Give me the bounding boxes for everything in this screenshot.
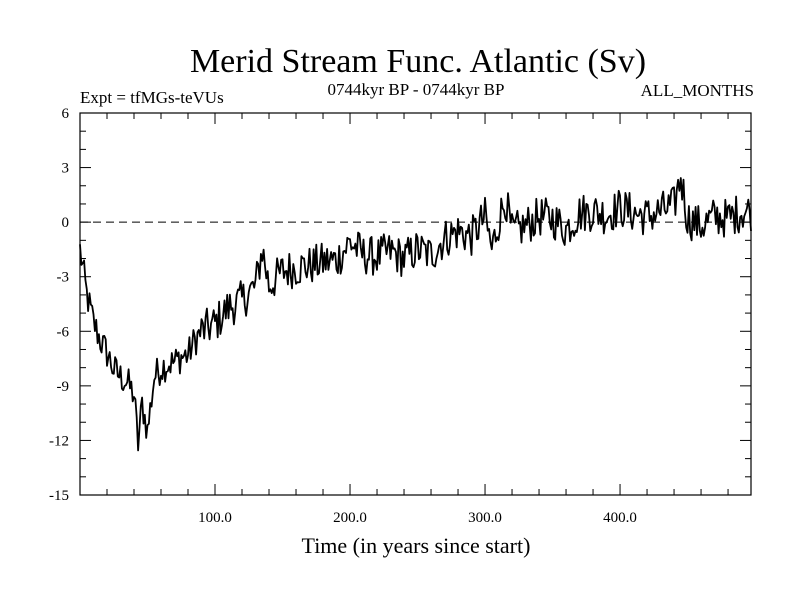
subtitle-center: 0744kyr BP - 0744kyr BP [328,80,505,99]
x-tick-label: 300.0 [468,510,502,526]
plot-frame [79,112,752,496]
y-tick-label: 6 [62,106,70,122]
subtitle-right: ALL_MONTHS [641,81,754,100]
chart-title: Merid Stream Func. Atlantic (Sv) [190,43,646,80]
y-tick-label: 0 [62,215,70,231]
y-tick-label: -3 [57,270,70,286]
y-tick-label: -6 [57,324,70,340]
series-line [79,177,752,452]
y-tick-label: -15 [49,488,69,504]
x-tick-label: 400.0 [603,510,637,526]
y-tick-label: 3 [62,161,70,177]
x-tick-label: 100.0 [198,510,232,526]
x-axis-label: Time (in years since start) [302,533,531,558]
subtitle-left: Expt = tfMGs-teVUs [80,88,224,107]
axis-ticks [80,113,751,495]
y-tick-labels: 6 3 0 -3 -6 -9 -12 -15 [49,106,70,504]
y-tick-label: -12 [49,433,69,449]
y-tick-label: -9 [57,379,70,395]
x-tick-labels: 100.0 200.0 300.0 400.0 [198,510,637,526]
x-tick-label: 200.0 [333,510,367,526]
